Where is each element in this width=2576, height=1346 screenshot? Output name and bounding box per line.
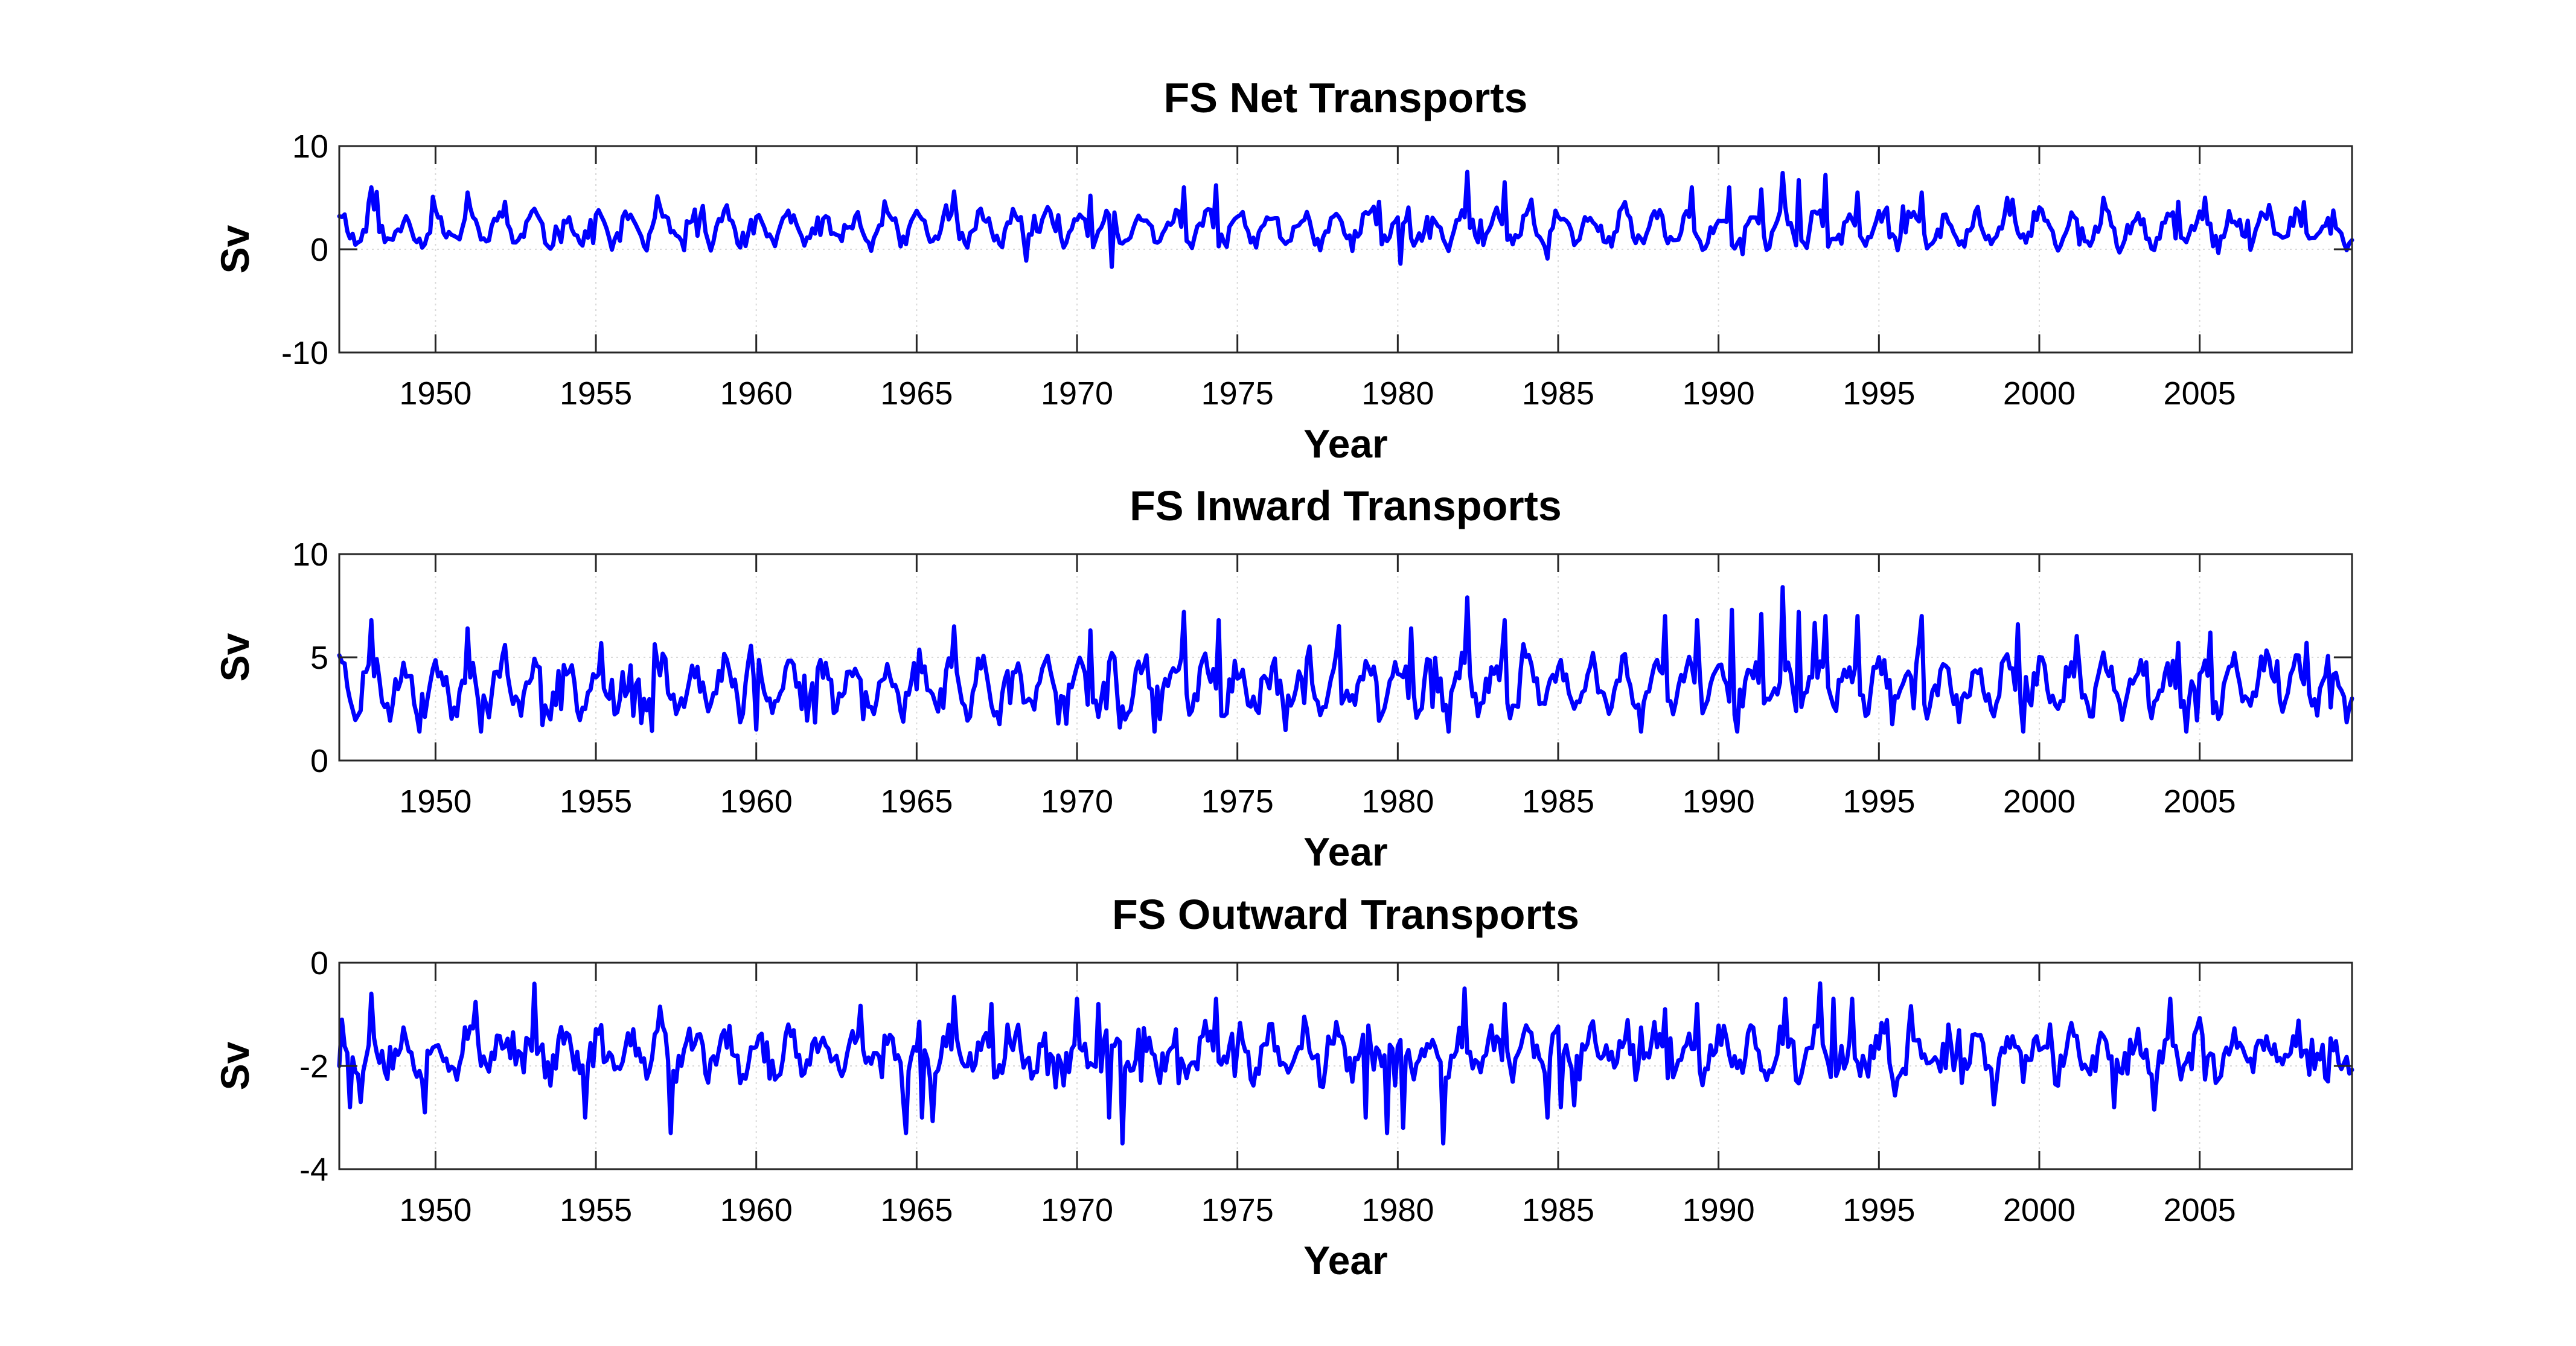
x-tick-label: 1955	[560, 783, 632, 820]
y-tick-label: 10	[292, 129, 328, 165]
panel-inward: 1950 1955 1960 1965 1970 1975 1980 1985 1990 1995…	[213, 482, 2354, 874]
y-tick-label: 0	[310, 945, 328, 981]
x-tick-label: 1970	[1041, 375, 1113, 412]
x-tick-label: 1995	[1843, 375, 1915, 412]
series-line-net	[337, 170, 2354, 269]
x-tick-label: 1990	[1683, 375, 1755, 412]
x-tick-label: 1995	[1843, 1192, 1915, 1228]
x-tick-label: 1970	[1041, 1192, 1113, 1228]
x-tick-label: 1980	[1361, 783, 1434, 820]
series-line-outward	[337, 981, 2354, 1146]
x-tick-label: 2005	[2164, 375, 2236, 412]
y-tick-label: 0	[310, 232, 328, 268]
x-tick-label: 1950	[399, 375, 471, 412]
chart-title-inward: FS Inward Transports	[1130, 482, 1562, 529]
x-axis-label: Year	[1303, 1238, 1387, 1283]
y-tick-label: -2	[299, 1048, 328, 1085]
chart-title-net: FS Net Transports	[1164, 74, 1528, 121]
x-tick-label: 1960	[720, 783, 793, 820]
x-tick-label: 2005	[2164, 783, 2236, 820]
x-tick-label: 1950	[399, 1192, 471, 1228]
panel-net: 1950 1955 1960 1965 1970 1975 1980 1985 1990 1995…	[213, 74, 2354, 466]
x-tick-label: 1975	[1201, 783, 1274, 820]
x-tick-label: 1965	[880, 1192, 953, 1228]
y-tick-label: 10	[292, 537, 328, 573]
series-line-inward	[337, 585, 2354, 734]
x-tick-label: 1985	[1522, 1192, 1594, 1228]
x-tick-label: 1965	[880, 375, 953, 412]
x-tick-label: 1955	[560, 1192, 632, 1228]
x-tick-label: 1965	[880, 783, 953, 820]
y-tick-label: -4	[299, 1152, 328, 1188]
x-tick-label: 1995	[1843, 783, 1915, 820]
panel-outward: 1950 1955 1960 1965 1970 1975 1980 1985 1990 1995…	[213, 891, 2354, 1283]
x-tick-label: 1970	[1041, 783, 1113, 820]
x-axis-label: Year	[1303, 421, 1387, 466]
x-tick-label: 1985	[1522, 375, 1594, 412]
x-tick-label: 1975	[1201, 1192, 1274, 1228]
x-tick-label: 2000	[2003, 783, 2076, 820]
x-tick-label: 1960	[720, 375, 793, 412]
x-tick-label: 2005	[2164, 1192, 2236, 1228]
y-tick-label: 0	[310, 743, 328, 779]
y-tick-label: 5	[310, 640, 328, 676]
y-axis-label: Sv	[213, 1041, 257, 1090]
y-axis-label: Sv	[213, 633, 257, 681]
x-tick-label: 2000	[2003, 375, 2076, 412]
x-tick-label: 1955	[560, 375, 632, 412]
x-tick-label: 1950	[399, 783, 471, 820]
x-tick-label: 1980	[1361, 1192, 1434, 1228]
y-tick-label: -10	[281, 335, 328, 371]
x-tick-label: 1980	[1361, 375, 1434, 412]
x-tick-label: 1960	[720, 1192, 793, 1228]
y-axis-label: Sv	[213, 225, 257, 273]
chart-title-outward: FS Outward Transports	[1112, 891, 1579, 938]
x-tick-label: 1975	[1201, 375, 1274, 412]
x-tick-label: 1990	[1683, 1192, 1755, 1228]
x-tick-label: 2000	[2003, 1192, 2076, 1228]
x-tick-label: 1990	[1683, 783, 1755, 820]
x-axis-label: Year	[1303, 829, 1387, 874]
x-tick-label: 1985	[1522, 783, 1594, 820]
